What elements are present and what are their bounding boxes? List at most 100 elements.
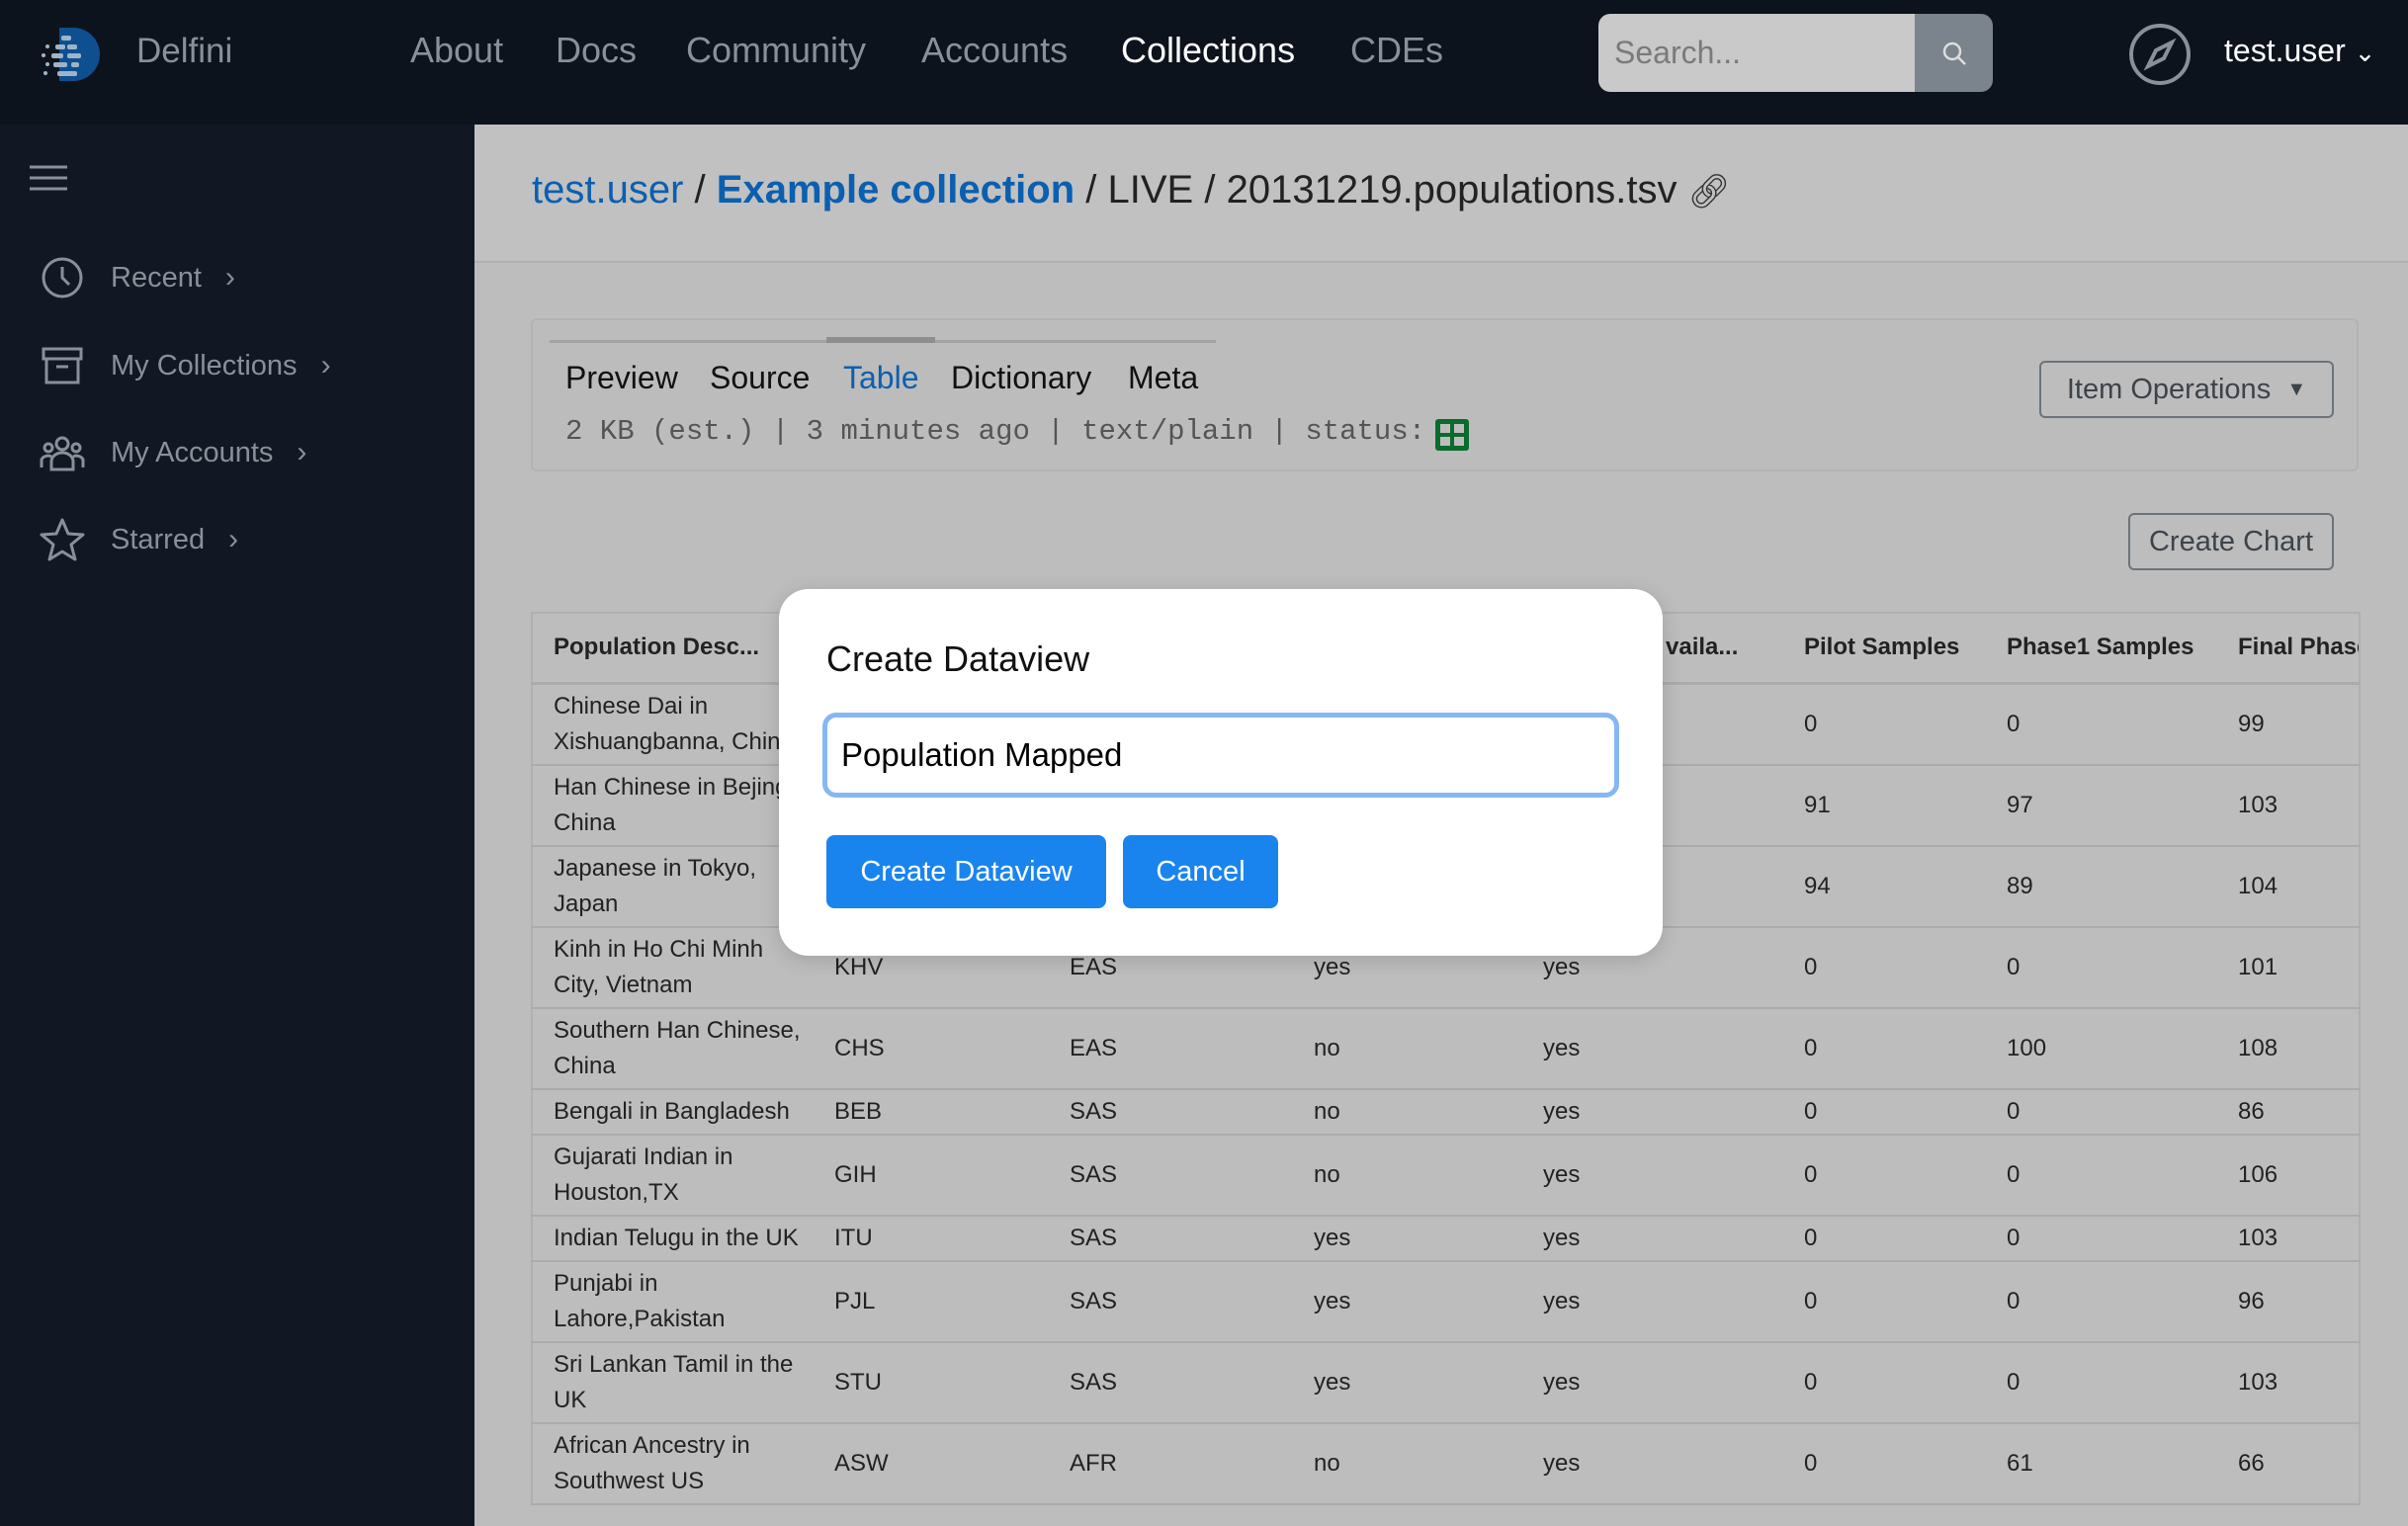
chevron-right-icon: › [228,523,239,555]
tab-table[interactable]: Table [843,360,919,395]
column-header[interactable]: Final Phase [2217,613,2360,685]
column-header[interactable]: Pilot Samples [1783,613,1986,685]
table-cell: Chinese Dai in Xishuangbanna, China [532,683,814,766]
table-cell: no [1293,1007,1522,1090]
hamburger-icon[interactable] [30,164,67,192]
table-cell: SAS [1049,1088,1293,1136]
delfini-logo[interactable] [38,26,103,83]
table-cell: 99 [2217,683,2360,766]
table-cell: 103 [2217,1341,2360,1424]
sidebar: Recent › My Collections › My Accounts › Sta… [0,125,474,1526]
item-operations-label: Item Operations [2066,373,2272,405]
table-cell: AFR [1049,1422,1293,1505]
table-cell: yes [1293,1260,1522,1343]
table-cell: SAS [1049,1134,1293,1217]
tab-source[interactable]: Source [710,360,811,395]
sidebar-item-my-collections[interactable]: My Collections › [40,341,331,390]
table-cell: yes [1522,1260,1783,1343]
table-cell: 101 [2217,926,2360,1009]
file-meta: 2 KB (est.) | 3 minutes ago | text/plain… [565,415,1426,448]
brand-name[interactable]: Delfini [136,32,233,70]
table-cell: ITU [814,1215,1049,1262]
link-icon[interactable]: 🔗︎ [1687,173,1731,211]
table-cell: Gujarati Indian in Houston,TX [532,1134,814,1217]
item-operations-dropdown[interactable]: Item Operations ▼ [2039,361,2334,418]
table-row: Southern Han Chinese, China CHS EAS no yes 0 1… [532,1007,2360,1090]
table-cell: 0 [1986,1088,2217,1136]
active-tab-indicator [826,337,935,343]
search-button[interactable] [1915,14,1993,92]
user-menu[interactable]: test.user ⌄ [2224,33,2375,69]
nav-community[interactable]: Community [686,30,867,70]
chevron-right-icon: › [224,261,235,294]
table-cell: yes [1293,1215,1522,1262]
table-cell: 97 [1986,764,2217,847]
table-cell: yes [1522,1088,1783,1136]
table-cell: Indian Telugu in the UK [532,1215,814,1262]
compass-icon[interactable] [2127,22,2193,87]
table-cell: yes [1293,1341,1522,1424]
table-cell: Southern Han Chinese, China [532,1007,814,1090]
table-cell: 91 [1783,764,1986,847]
table-cell: Bengali in Bangladesh [532,1088,814,1136]
table-cell: 66 [2217,1422,2360,1505]
nav-about[interactable]: About [410,30,504,70]
table-cell: 0 [1783,1134,1986,1217]
table-cell: 108 [2217,1007,2360,1090]
nav-docs[interactable]: Docs [556,30,638,70]
table-cell: 104 [2217,845,2360,928]
table-cell: 94 [1783,845,1986,928]
sidebar-item-my-accounts[interactable]: My Accounts › [40,428,306,477]
table-cell: 0 [1783,1341,1986,1424]
table-status-icon [1435,419,1469,451]
breadcrumb-user[interactable]: test.user [532,168,684,212]
table-cell: 0 [1783,1007,1986,1090]
create-chart-button[interactable]: Create Chart [2128,513,2334,570]
sidebar-item-label: My Collections [111,349,298,382]
nav-accounts[interactable]: Accounts [921,30,1069,70]
column-header[interactable]: Phase1 Samples [1986,613,2217,685]
table-cell: 0 [1783,1215,1986,1262]
table-row: African Ancestry in Southwest US ASW AFR no… [532,1422,2360,1505]
sidebar-item-recent[interactable]: Recent › [40,253,235,302]
breadcrumb-file: 20131219.populations.tsv [1226,168,1677,212]
star-icon [40,518,85,561]
sidebar-item-starred[interactable]: Starred › [40,515,238,564]
column-header[interactable]: Population Desc... [532,613,814,685]
table-cell: Japanese in Tokyo, Japan [532,845,814,928]
clock-icon [42,257,83,298]
table-cell: 103 [2217,1215,2360,1262]
create-dataview-button[interactable]: Create Dataview [826,835,1106,908]
tab-preview[interactable]: Preview [565,360,678,395]
chevron-down-icon: ⌄ [2354,38,2376,67]
table-cell: 0 [1986,1341,2217,1424]
chevron-right-icon: › [320,349,331,382]
table-cell: 0 [1986,1215,2217,1262]
cancel-button[interactable]: Cancel [1123,835,1278,908]
table-cell: SAS [1049,1215,1293,1262]
table-cell: EAS [1049,1007,1293,1090]
table-cell: 106 [2217,1134,2360,1217]
nav-collections[interactable]: Collections [1121,30,1296,70]
tab-meta[interactable]: Meta [1128,360,1199,395]
breadcrumb-separator: / [694,168,706,212]
table-cell: 0 [1986,683,2217,766]
nav-cdes[interactable]: CDEs [1350,30,1444,70]
table-cell: CHS [814,1007,1049,1090]
chevron-right-icon: › [297,436,307,468]
search-input[interactable] [1598,14,1915,92]
table-cell: BEB [814,1088,1049,1136]
breadcrumb-collection[interactable]: Example collection [716,168,1075,212]
table-row: Bengali in Bangladesh BEB SAS no yes 0 0 86 [532,1088,2360,1136]
tab-dictionary[interactable]: Dictionary [951,360,1092,395]
table-cell: 89 [1986,845,2217,928]
table-cell: 0 [1986,926,2217,1009]
table-row: Sri Lankan Tamil in the UK STU SAS yes yes 0 0… [532,1341,2360,1424]
dataview-name-input[interactable] [822,713,1619,798]
breadcrumb-separator: / [1085,168,1097,212]
item-panel: Preview Source Table Dictionary Meta 2 K… [531,318,2359,471]
archive-icon [42,347,83,384]
table-cell: 103 [2217,764,2360,847]
table-row: Punjabi in Lahore,Pakistan PJL SAS yes yes 0 0… [532,1260,2360,1343]
table-cell: 0 [1783,683,1986,766]
